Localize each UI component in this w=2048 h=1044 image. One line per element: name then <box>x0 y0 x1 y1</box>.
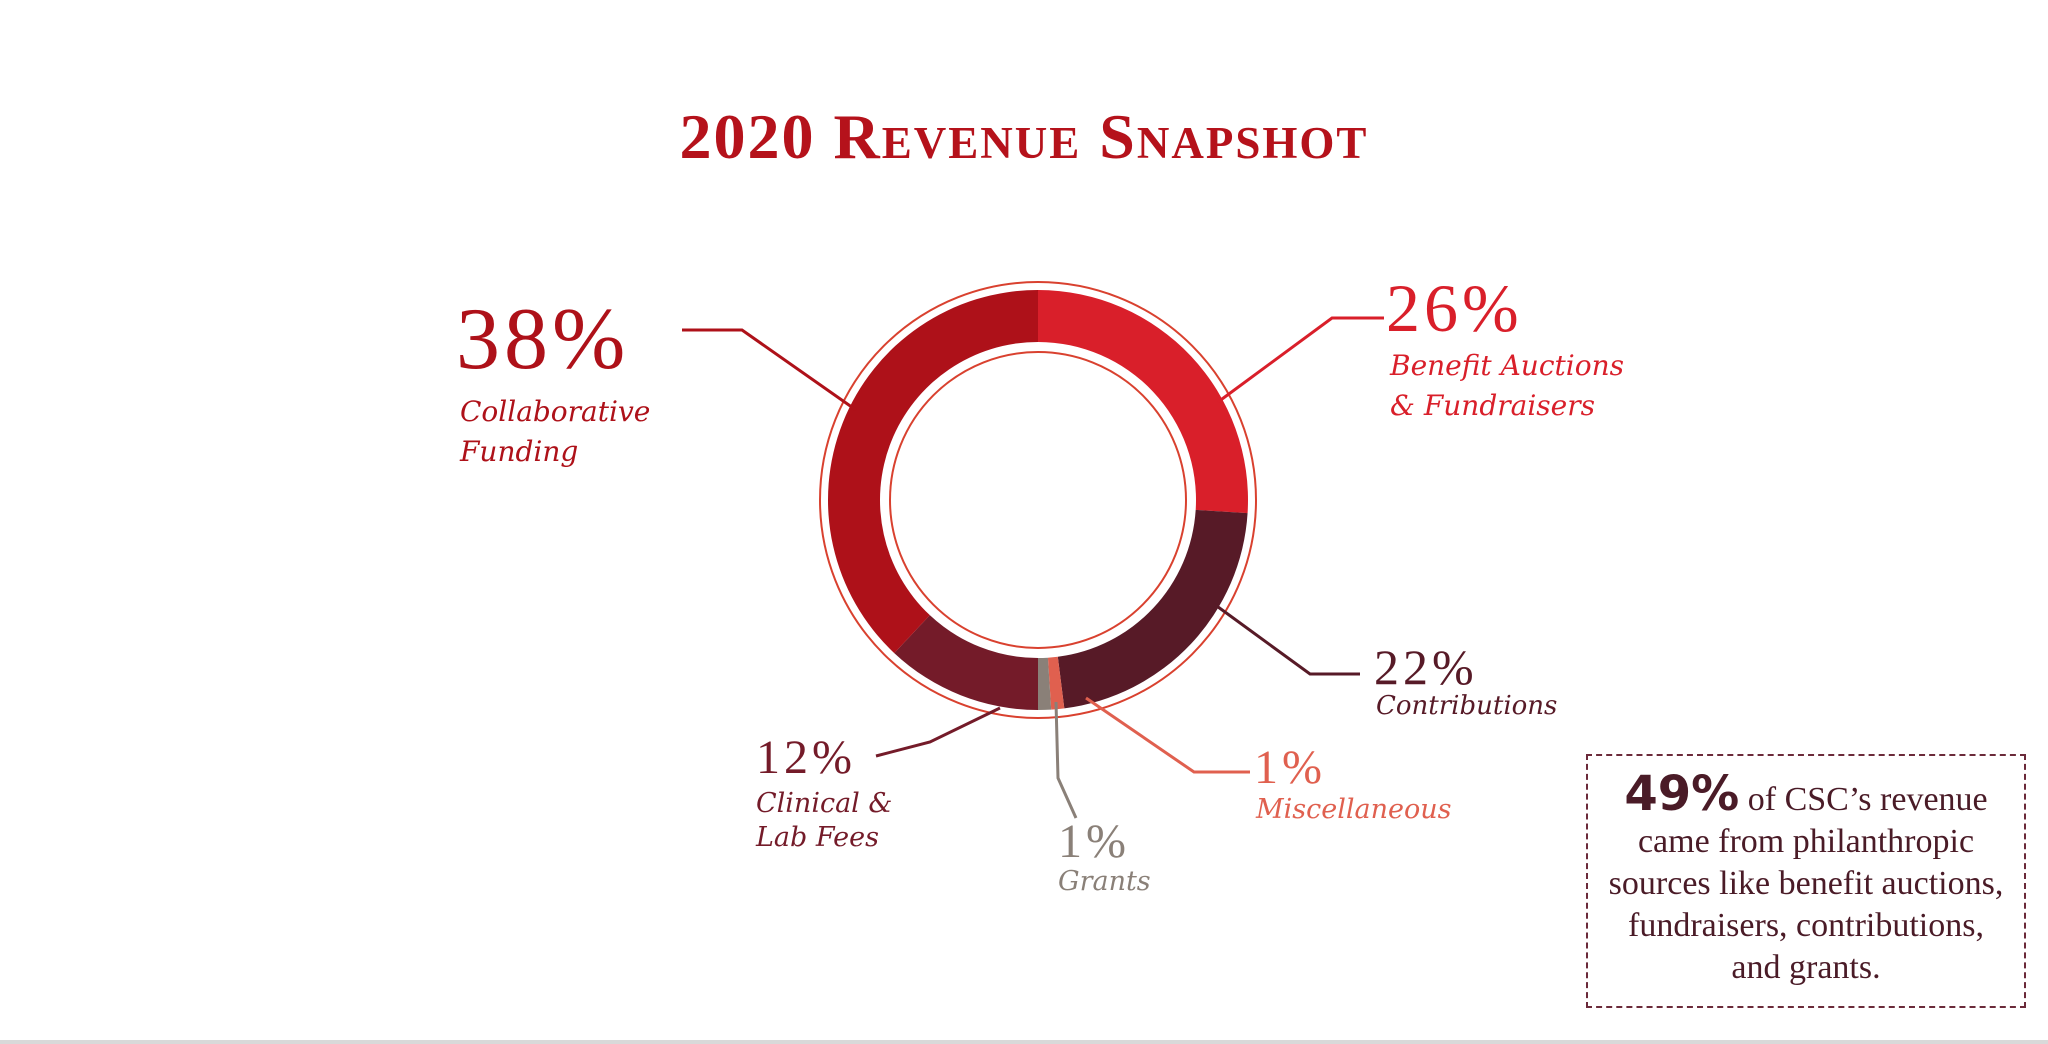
slice-label-clinical-name-2: Lab Fees <box>756 822 879 853</box>
leader-line-collab <box>682 328 857 412</box>
callout-highlight: 49% <box>1624 766 1740 822</box>
slice-label-misc-name: Miscellaneous <box>1256 794 1452 825</box>
leader-line-benefit <box>1217 316 1384 404</box>
slice-label-misc-pct: 1% <box>1254 741 1326 794</box>
slice-label-benefit-name-2: & Fundraisers <box>1390 389 1595 422</box>
slice-label-contrib-name: Contributions <box>1376 691 1558 721</box>
leader-line-grants <box>1054 701 1078 819</box>
callout-text-block: 49% of CSC’s revenue came from philanthr… <box>1600 770 2012 989</box>
slice-label-grants-name: Grants <box>1058 866 1151 897</box>
leader-lines <box>682 316 1384 819</box>
slice-label-clinical-pct: 12% <box>756 731 856 784</box>
donut-slice-benefit <box>1038 290 1248 514</box>
slice-label-clinical-name-1: Clinical & <box>756 788 893 819</box>
chart-title: 2020 Revenue Snapshot <box>679 101 1369 172</box>
slice-label-collab-name-1: Collaborative <box>460 395 651 428</box>
donut-slice-collab <box>828 290 1038 654</box>
donut-slice-grants <box>1038 657 1052 710</box>
donut-slice-contrib <box>1057 509 1248 709</box>
bottom-divider <box>0 1040 2048 1044</box>
slice-label-collab-pct: 38% <box>456 291 630 388</box>
slice-label-collab-name-2: Funding <box>460 435 579 468</box>
slice-label-benefit-pct: 26% <box>1386 270 1523 346</box>
slice-label-benefit-name-1: Benefit Auctions <box>1390 349 1624 382</box>
leader-line-contrib <box>1213 602 1360 676</box>
inner-ring-outline <box>889 351 1187 649</box>
slice-label-contrib-pct: 22% <box>1374 639 1478 695</box>
leader-line-misc <box>1085 696 1250 774</box>
leader-line-clinical <box>875 706 1001 758</box>
philanthropy-callout-box: 49% of CSC’s revenue came from philanthr… <box>1586 754 2026 1008</box>
callout-text: of CSC’s revenue came from philanthropic… <box>1608 781 2004 986</box>
donut-slice-misc <box>1047 656 1065 710</box>
slice-label-grants-pct: 1% <box>1058 815 1130 868</box>
donut-slice-clinical <box>894 615 1038 710</box>
donut-slices <box>828 290 1248 710</box>
outer-ring-outline <box>819 281 1257 719</box>
